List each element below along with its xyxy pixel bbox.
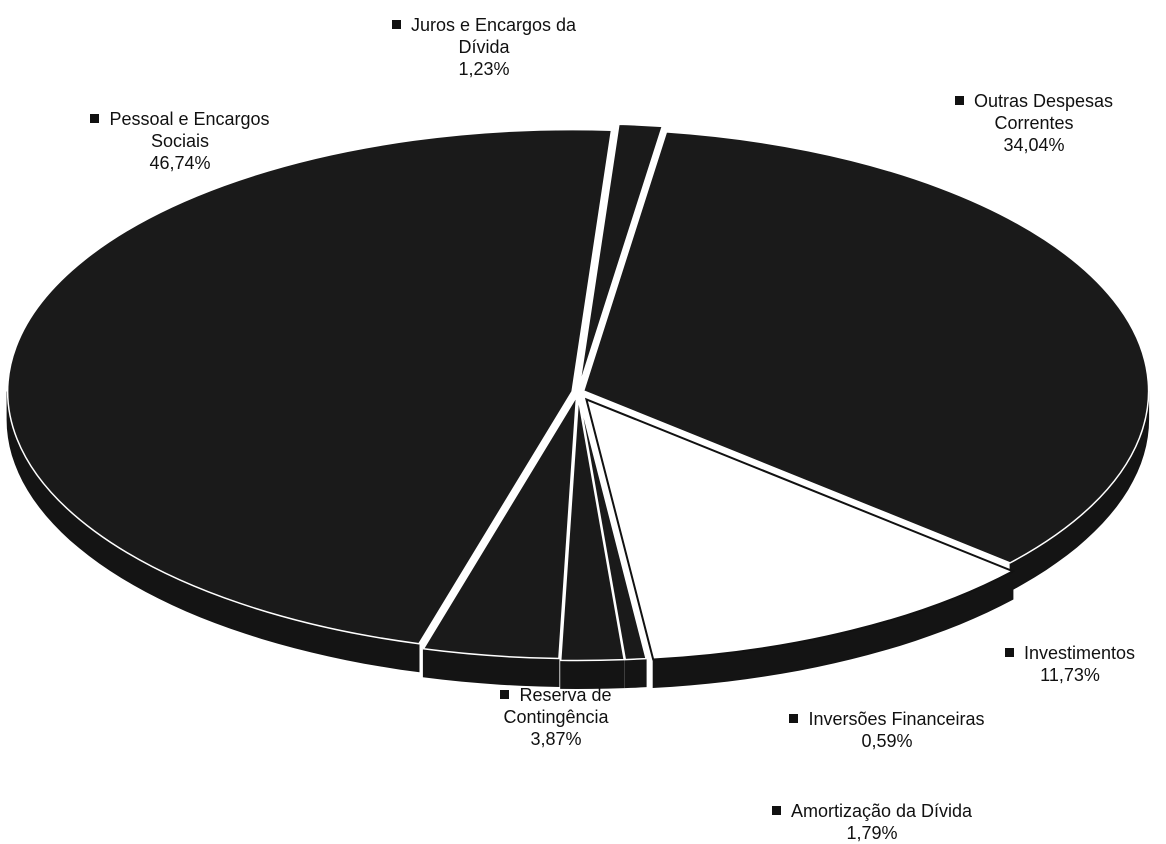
slice-label-6: Pessoal e Encargos Sociais 46,74% xyxy=(55,108,305,174)
pie-slice-5 xyxy=(422,396,578,660)
slice-label-text: Amortização da Dívida xyxy=(790,801,973,821)
slice-label-2: Investimentos 11,73% xyxy=(980,642,1160,686)
slice-label-1: Outras Despesas Correntes 34,04% xyxy=(919,90,1149,156)
legend-marker-icon xyxy=(500,690,510,699)
slice-label-text: Reserva de xyxy=(519,685,612,705)
legend-marker-icon xyxy=(1004,648,1014,657)
legend-marker-icon xyxy=(771,806,781,815)
legend-marker-icon xyxy=(391,20,401,29)
slice-label-text: Juros e Encargos da xyxy=(410,15,577,35)
pie-slice-0 xyxy=(578,123,664,386)
slice-label-5: Reserva de Contingência 3,87% xyxy=(456,684,656,750)
pie-slice-1 xyxy=(582,131,1150,564)
legend-marker-icon xyxy=(954,96,964,105)
slice-label-text: Contingência xyxy=(503,707,609,727)
slice-label-text: Correntes xyxy=(994,113,1074,133)
legend-marker-icon xyxy=(90,114,100,123)
slice-label-text: Dívida xyxy=(458,37,510,57)
slice-label-text: Sociais xyxy=(150,131,210,151)
slice-label-text: Outras Despesas xyxy=(973,91,1114,111)
slice-label-4: Amortização da Dívida 1,79% xyxy=(732,800,1012,844)
pie-slice-4 xyxy=(559,398,626,662)
pie-sides xyxy=(6,390,1150,690)
legend-marker-icon xyxy=(789,714,799,723)
slice-value-label: 3,87% xyxy=(530,729,582,749)
slice-value-label: 46,74% xyxy=(149,153,211,173)
slice-label-text: Pessoal e Encargos xyxy=(109,109,270,129)
slice-value-label: 1,79% xyxy=(846,823,898,843)
slice-value-label: 34,04% xyxy=(1003,135,1065,155)
pie-slice-6 xyxy=(6,128,613,645)
slice-label-0: Juros e Encargos da Dívida 1,23% xyxy=(354,14,614,80)
slice-value-label: 11,73% xyxy=(1040,665,1100,685)
slice-label-3: Inversões Financeiras 0,59% xyxy=(757,708,1017,752)
slice-value-label: 0,59% xyxy=(861,731,913,751)
slice-label-text: Inversões Financeiras xyxy=(808,709,985,729)
slice-value-label: 1,23% xyxy=(458,59,510,79)
pie-slice-2 xyxy=(584,397,1016,661)
slice-label-text: Investimentos xyxy=(1023,643,1136,663)
pie-tops xyxy=(6,123,1150,662)
pie-slice-3 xyxy=(578,398,648,661)
